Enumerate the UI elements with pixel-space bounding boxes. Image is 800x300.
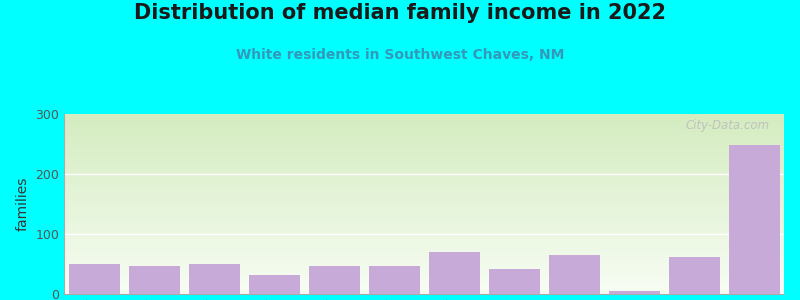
Y-axis label: families: families: [16, 177, 30, 231]
Bar: [549, 255, 599, 294]
Bar: [69, 264, 119, 294]
Text: Distribution of median family income in 2022: Distribution of median family income in …: [134, 3, 666, 23]
Bar: [489, 269, 539, 294]
Bar: [369, 266, 419, 294]
Bar: [249, 275, 299, 294]
Bar: [309, 266, 359, 294]
Text: White residents in Southwest Chaves, NM: White residents in Southwest Chaves, NM: [236, 48, 564, 62]
Bar: [189, 264, 239, 294]
Bar: [129, 266, 179, 294]
Text: City-Data.com: City-Data.com: [686, 119, 770, 132]
Bar: [669, 257, 719, 294]
Bar: [429, 252, 479, 294]
Bar: [729, 145, 779, 294]
Bar: [609, 291, 659, 294]
